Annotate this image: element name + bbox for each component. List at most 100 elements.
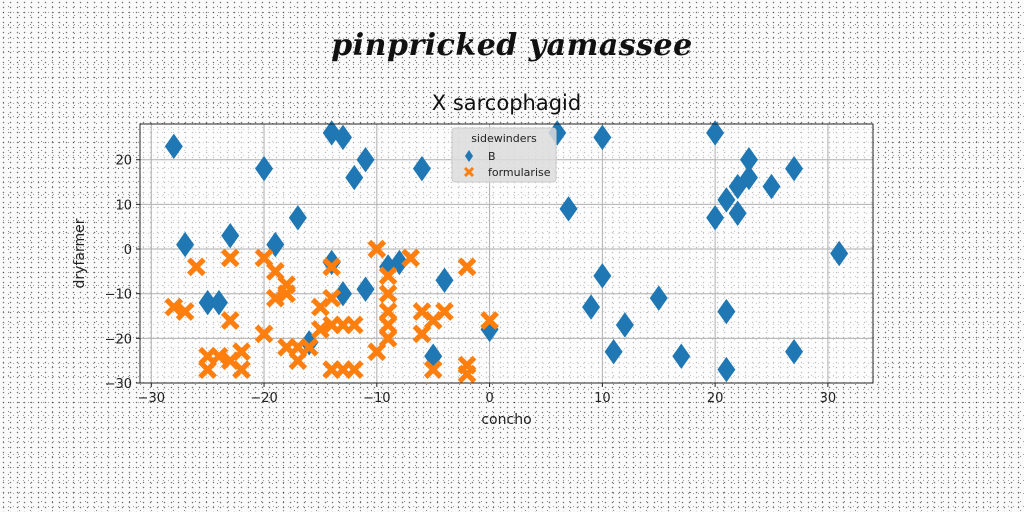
x-stroke [401,248,420,268]
data-point-diamond [593,263,612,289]
x-tick-label: 10 [594,391,611,406]
data-point-x [435,302,454,321]
data-point-x [322,288,342,308]
x-stroke [277,337,296,357]
data-point-x [232,342,251,362]
x-stroke [322,315,342,335]
chart-title: X sarcophagid [432,91,581,115]
x-stroke [220,248,240,268]
data-point-x [457,364,477,384]
data-point-x [311,320,330,339]
data-point-diamond [288,205,307,231]
x-stroke [344,360,364,379]
x-tick-label: 0 [485,391,493,406]
y-tick-label: −10 [105,288,132,303]
data-point-diamond [672,343,691,369]
y-axis-label: dryfarmer [72,218,88,288]
y-tick-label: −30 [105,377,132,392]
data-point-diamond [717,187,736,213]
data-point-diamond [706,120,725,146]
data-point-x [322,257,342,277]
data-point-diamond [176,231,195,258]
data-point-x [378,266,398,286]
data-point-diamond [345,164,364,191]
x-stroke [378,266,398,286]
data-point-diamond [435,267,454,293]
x-tick-label: −10 [363,391,390,406]
data-point-diamond [830,240,849,267]
x-stroke [220,311,240,330]
x-stroke [457,364,477,384]
data-point-diamond [164,133,183,160]
data-point-diamond [604,339,623,365]
x-axis-label: concho [481,412,531,428]
legend-marker-diamond [465,150,473,162]
data-point-diamond [739,164,758,191]
y-tick-label: 10 [115,198,132,213]
data-point-x [480,311,499,330]
x-stroke [322,257,342,277]
data-point-x [277,284,296,304]
figure-suptitle: pinpricked yamassee [331,28,693,63]
data-point-diamond [255,155,274,182]
data-point-x [423,360,443,379]
legend-label: B [488,150,496,163]
x-stroke [209,346,229,366]
x-stroke [164,297,184,317]
data-point-diamond [209,289,228,316]
data-point-x [344,315,364,335]
x-stroke [322,288,342,308]
x-stroke [378,329,398,348]
data-point-x [164,297,184,317]
axes: −30 −20 −10 0 10 20 30 −30 −20 −10 0 10 20 [105,123,874,406]
x-stroke [463,166,475,178]
x-stroke [378,284,398,304]
legend-title: sidewinders [471,132,537,145]
x-tick-label: 30 [820,391,837,406]
legend-box [451,127,557,183]
x-stroke [457,257,477,277]
legend-label: formularise [488,166,551,179]
x-tick-label: −20 [250,391,277,406]
data-point-diamond [412,155,431,182]
data-point-diamond [762,173,781,200]
y-tick-label: 0 [124,243,132,258]
data-point-diamond [739,147,758,173]
data-point-diamond [593,124,612,151]
plot-frame [139,123,874,384]
x-tick-label: −30 [138,391,165,406]
data-point-x [209,346,229,366]
y-tick-label: 20 [115,154,132,169]
x-stroke [232,342,251,362]
data-point-x [175,302,195,321]
y-tick-label: −20 [105,332,132,347]
data-point-diamond [717,356,736,383]
x-stroke [265,262,285,281]
x-stroke [187,257,206,277]
data-point-x [401,248,420,268]
legend-marker-x [463,166,475,178]
data-point-x [457,257,477,277]
x-stroke [277,284,296,304]
x-stroke [254,324,274,344]
data-point-diamond [706,205,725,231]
data-point-diamond [221,222,240,249]
x-stroke [175,302,195,321]
data-marks [164,120,849,384]
data-point-diamond [728,173,747,200]
data-point-diamond [333,124,352,151]
data-point-x [220,311,240,330]
data-point-diamond [356,276,375,302]
x-stroke [344,315,364,335]
x-stroke [423,360,443,379]
data-point-x [187,257,206,277]
x-stroke [232,360,251,379]
x-tick-label: 20 [707,391,724,406]
data-point-diamond [559,196,578,222]
data-point-x [367,239,387,259]
data-point-diamond [649,285,668,311]
data-point-x [344,360,364,379]
x-stroke [254,248,274,268]
